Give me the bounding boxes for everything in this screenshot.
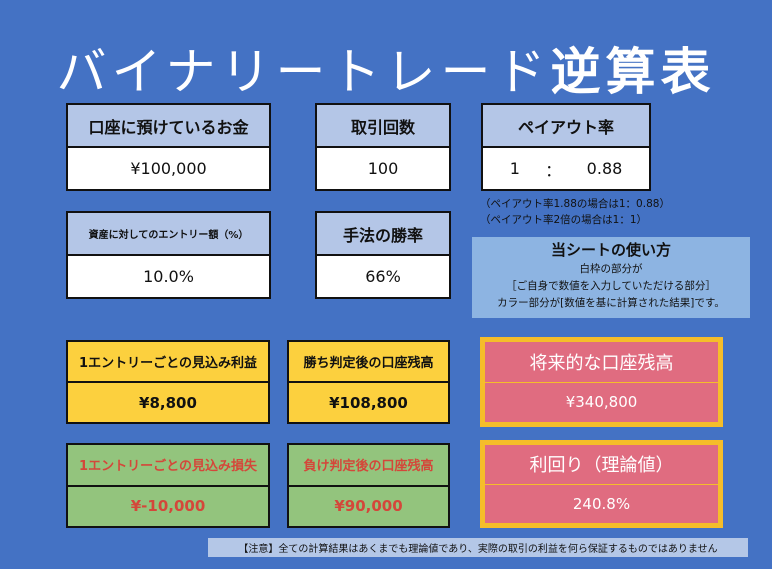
- payout-notes: （ペイアウト率1.88の場合は1：0.88） （ペイアウト率2倍の場合は1：1）: [480, 196, 670, 228]
- balance-after-loss-label: 負け判定後の口座残高: [289, 445, 448, 487]
- trades-box: 取引回数 100: [315, 103, 451, 191]
- page-title: バイナリートレード逆算表: [0, 32, 772, 104]
- payout-box: ペイアウト率 1 ： 0.88: [481, 103, 651, 191]
- win-rate-label: 手法の勝率: [317, 213, 449, 256]
- balance-after-loss-value: ¥90,000: [289, 486, 448, 526]
- usage-line: 白枠の部分が: [579, 263, 643, 275]
- balance-after-win-label: 勝ち判定後の口座残高: [289, 342, 448, 383]
- entry-ratio-box: 資産に対してのエントリー額（%） 10.0%: [66, 211, 271, 299]
- disclaimer: 【注意】全ての計算結果はあくまでも理論値であり、実際の取引の利益を何ら保証するも…: [208, 538, 748, 557]
- expected-profit-value: ¥8,800: [68, 383, 268, 422]
- deposit-label: 口座に預けているお金: [68, 105, 269, 148]
- usage-line: ［ご自身で数値を入力していただける部分］: [506, 280, 716, 292]
- payout-left: 1: [509, 159, 520, 178]
- deposit-input[interactable]: ¥100,000: [68, 148, 269, 189]
- expected-loss-label: 1エントリーごとの見込み損失: [68, 445, 268, 487]
- balance-after-win-value: ¥108,800: [289, 383, 448, 422]
- deposit-box: 口座に預けているお金 ¥100,000: [66, 103, 271, 191]
- win-rate-input[interactable]: 66%: [317, 256, 449, 297]
- balance-after-loss-box: 負け判定後の口座残高 ¥90,000: [287, 443, 450, 528]
- payout-right: 0.88: [586, 159, 623, 178]
- expected-profit-box: 1エントリーごとの見込み利益 ¥8,800: [66, 340, 270, 424]
- future-balance-value: ¥340,800: [485, 382, 718, 422]
- entry-ratio-label: 資産に対してのエントリー額（%）: [68, 213, 269, 256]
- trades-input[interactable]: 100: [317, 148, 449, 189]
- title-main: バイナリートレード: [56, 43, 551, 101]
- usage-box: 当シートの使い方 白枠の部分が ［ご自身で数値を入力していただける部分］ カラー…: [472, 237, 750, 318]
- payout-note: （ペイアウト率2倍の場合は1：1）: [480, 214, 648, 226]
- trades-label: 取引回数: [317, 105, 449, 148]
- payout-label: ペイアウト率: [483, 105, 649, 148]
- yield-label: 利回り（理論値）: [485, 445, 718, 485]
- expected-profit-label: 1エントリーごとの見込み利益: [68, 342, 268, 383]
- payout-input[interactable]: 1 ： 0.88: [483, 148, 649, 189]
- usage-title: 当シートの使い方: [550, 241, 671, 259]
- future-balance-box: 将来的な口座残高 ¥340,800: [480, 337, 723, 427]
- entry-ratio-input[interactable]: 10.0%: [68, 256, 269, 297]
- payout-separator: ：: [545, 160, 562, 180]
- yield-value: 240.8%: [485, 484, 718, 523]
- usage-line: カラー部分が[数値を基に計算された結果]です。: [497, 297, 725, 309]
- expected-loss-value: ¥-10,000: [68, 486, 268, 526]
- expected-loss-box: 1エントリーごとの見込み損失 ¥-10,000: [66, 443, 270, 528]
- win-rate-box: 手法の勝率 66%: [315, 211, 451, 299]
- balance-after-win-box: 勝ち判定後の口座残高 ¥108,800: [287, 340, 450, 424]
- yield-box: 利回り（理論値） 240.8%: [480, 440, 723, 528]
- payout-note: （ペイアウト率1.88の場合は1：0.88）: [480, 198, 670, 210]
- future-balance-label: 将来的な口座残高: [485, 342, 718, 383]
- title-emphasis: 逆算表: [550, 43, 716, 101]
